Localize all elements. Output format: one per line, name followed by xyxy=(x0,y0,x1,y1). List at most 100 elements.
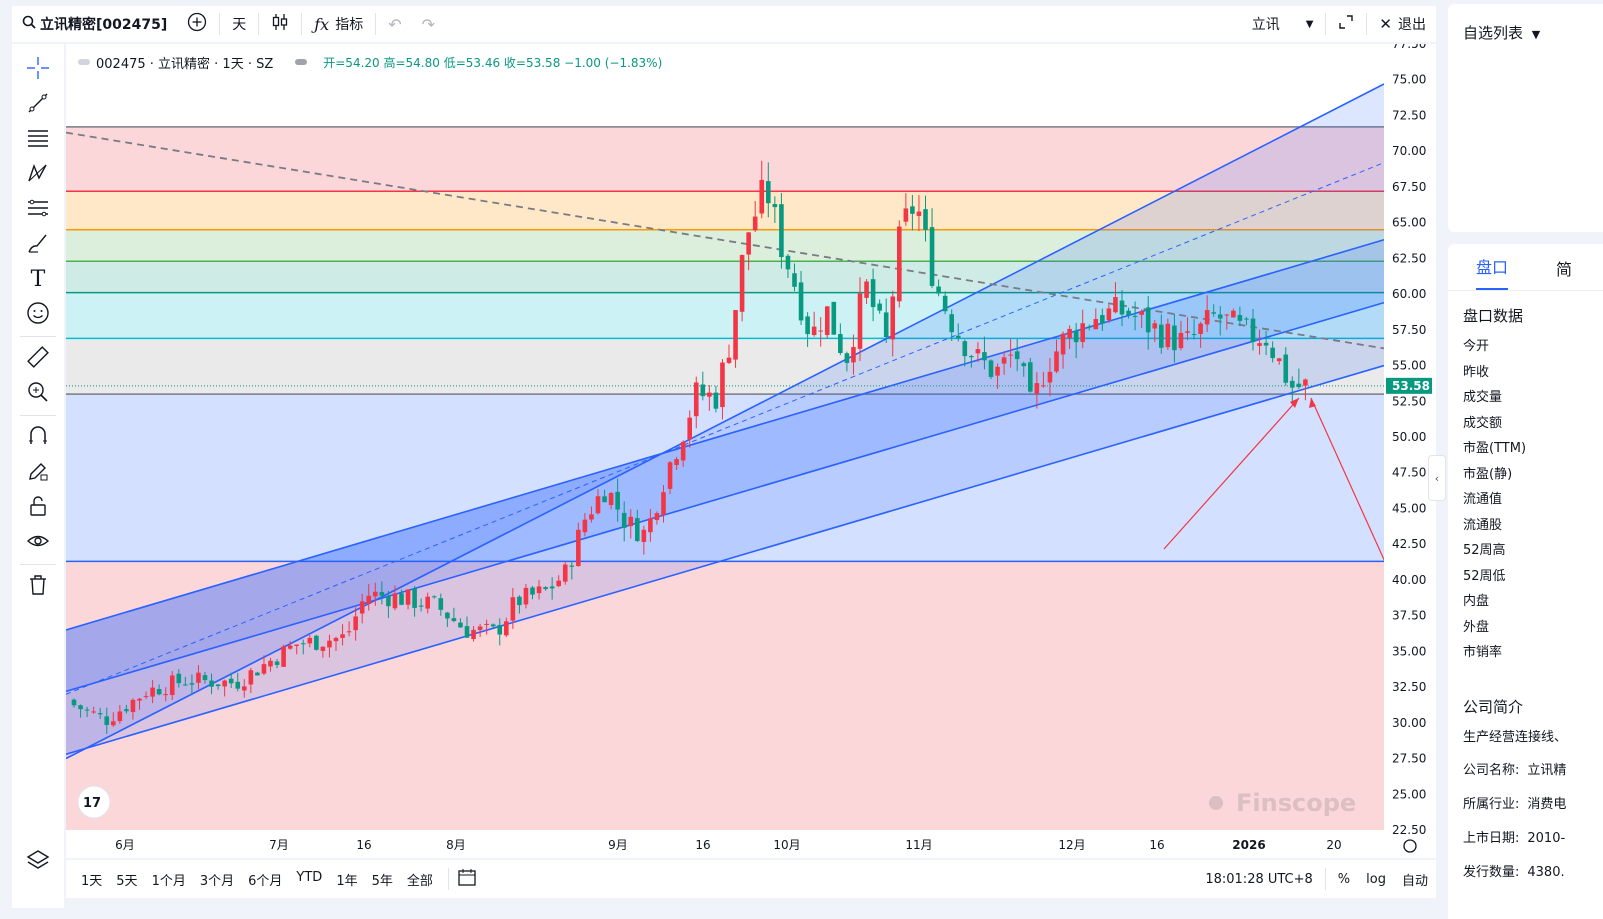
annotation-arrow xyxy=(1310,397,1387,565)
candle-body xyxy=(543,587,548,590)
legend-dot-icon xyxy=(295,59,308,65)
trash-icon xyxy=(26,573,50,601)
y-tick-label: 27.50 xyxy=(1392,752,1426,766)
compare-button[interactable] xyxy=(177,6,217,42)
auto-toggle[interactable]: 自动 xyxy=(1401,873,1428,889)
separator xyxy=(1324,868,1326,890)
calendar-icon[interactable] xyxy=(457,867,477,891)
candle-body xyxy=(111,721,116,726)
range-button[interactable]: 3个月 xyxy=(199,873,235,889)
emoji-tool[interactable] xyxy=(12,297,64,332)
measure-tool[interactable] xyxy=(12,341,64,376)
candle-body xyxy=(320,646,326,651)
crosshair-tool[interactable] xyxy=(12,52,64,87)
range-button[interactable]: 5天 xyxy=(116,873,138,889)
range-button[interactable]: 5年 xyxy=(371,873,393,889)
fib-band xyxy=(66,292,1384,339)
zoom-tool[interactable] xyxy=(12,376,64,411)
range-button[interactable]: 全部 xyxy=(406,873,433,889)
interval-button[interactable]: 天 xyxy=(232,17,247,33)
candle-body xyxy=(235,681,241,689)
remove-tool[interactable] xyxy=(12,569,64,604)
indicators-button[interactable]: ƒx 指标 xyxy=(304,6,373,42)
range-button[interactable]: 1天 xyxy=(81,873,103,889)
candle-body xyxy=(1073,330,1079,343)
candle-body xyxy=(1296,383,1302,388)
candle-body xyxy=(798,282,804,321)
watchlist-header[interactable]: 自选列表 ▼ xyxy=(1463,22,1603,43)
symbol-search[interactable]: 立讯精密[002475] xyxy=(12,6,177,42)
log-toggle[interactable]: log xyxy=(1366,871,1386,887)
range-button[interactable]: YTD xyxy=(296,869,323,885)
legend-title: 002475 · 立讯精密 · 1天 · SZ xyxy=(96,56,274,72)
tab-brief[interactable]: 简 xyxy=(1556,260,1573,279)
quote-field-label: 成交量 xyxy=(1463,390,1503,405)
quote-field-label: 市销率 xyxy=(1463,645,1503,660)
company-info-row: 所属行业: 消费电 xyxy=(1448,788,1603,822)
candle-body xyxy=(523,587,529,605)
company-info-label: 公司名称: xyxy=(1463,763,1520,778)
range-button[interactable]: 1年 xyxy=(336,873,358,889)
bottom-toolbar: 1天 5天 1个月 3个月 6个月 YTD 1年 5年 全部 18:01:28 UTC+8 % … xyxy=(66,860,1436,898)
candle-body xyxy=(1113,297,1118,313)
quote-field-label: 外盘 xyxy=(1463,619,1490,635)
undo-button[interactable]: ↶ xyxy=(378,6,411,42)
percent-toggle[interactable]: % xyxy=(1337,871,1351,887)
prediction-tool[interactable] xyxy=(12,192,64,227)
candle-body xyxy=(1047,371,1053,383)
tab-quote[interactable]: 盘口 xyxy=(1476,254,1509,290)
candle-body xyxy=(1067,328,1072,339)
collapse-sidebar-button[interactable]: ‹ xyxy=(1428,455,1446,501)
range-button[interactable]: 6个月 xyxy=(248,873,283,889)
visibility-tool[interactable] xyxy=(12,525,64,560)
y-tick-label: 25.00 xyxy=(1392,787,1426,801)
magnet-tool[interactable] xyxy=(12,420,64,455)
candle-body xyxy=(1054,351,1059,372)
pencil-lock-icon xyxy=(26,459,50,487)
exit-button[interactable]: ✕ 退出 xyxy=(1369,6,1436,42)
candle-body xyxy=(1159,324,1164,348)
object-tree-button[interactable] xyxy=(12,842,64,882)
candle-body xyxy=(130,699,136,713)
candle-body xyxy=(1060,333,1066,355)
candle-body xyxy=(582,519,588,533)
x-tick-label: 2026 xyxy=(1232,838,1265,852)
chart-type-button[interactable] xyxy=(261,6,299,42)
candle-body xyxy=(78,705,83,710)
price-chart[interactable]: 77.50 75.00 72.50 70.00 67.50 65.00 62.50 60.00… xyxy=(65,37,1436,858)
keep-drawing-tool[interactable] xyxy=(12,455,64,490)
candle-body xyxy=(779,204,784,258)
y-tick-label: 42.50 xyxy=(1392,537,1426,551)
chart-area[interactable]: 77.50 75.00 72.50 70.00 67.50 65.00 62.50 60.00… xyxy=(65,37,1436,858)
separator xyxy=(258,13,260,35)
candle-body xyxy=(693,382,699,417)
pattern-tool[interactable] xyxy=(12,157,64,192)
candle-body xyxy=(772,204,778,208)
candle-body xyxy=(955,335,961,339)
fib-tool[interactable] xyxy=(12,122,64,157)
quote-field-label: 成交额 xyxy=(1463,415,1503,431)
candle-body xyxy=(307,637,313,644)
lock-tool[interactable] xyxy=(12,490,64,525)
top-toolbar: 立讯精密[002475] 天 ƒx 指标 ↶ ↷ 立讯 ▼ ✕ 退出 xyxy=(12,6,1436,42)
candle-body xyxy=(124,709,129,712)
redo-button[interactable]: ↷ xyxy=(412,6,445,42)
divider xyxy=(20,336,56,337)
text-tool[interactable]: T xyxy=(12,262,64,297)
layout-select[interactable]: 立讯 ▼ xyxy=(1242,6,1324,42)
candle-body xyxy=(464,626,470,638)
range-button[interactable]: 1个月 xyxy=(151,873,186,889)
company-description: 生产经营连接线、 xyxy=(1463,729,1568,745)
brush-tool[interactable] xyxy=(12,227,64,262)
quote-field-label: 52周高 xyxy=(1463,543,1506,558)
clock-label[interactable]: 18:01:28 UTC+8 xyxy=(1205,871,1313,887)
candle-body xyxy=(877,303,882,311)
fullscreen-button[interactable] xyxy=(1328,6,1364,42)
eye-icon xyxy=(26,529,50,557)
trendline-tool[interactable] xyxy=(12,87,64,122)
candle-body xyxy=(333,637,339,642)
company-info-label: 所属行业: xyxy=(1463,797,1520,812)
watermark-icon xyxy=(1209,796,1223,810)
y-tick-label: 40.00 xyxy=(1392,573,1426,587)
candle-body xyxy=(838,334,843,354)
